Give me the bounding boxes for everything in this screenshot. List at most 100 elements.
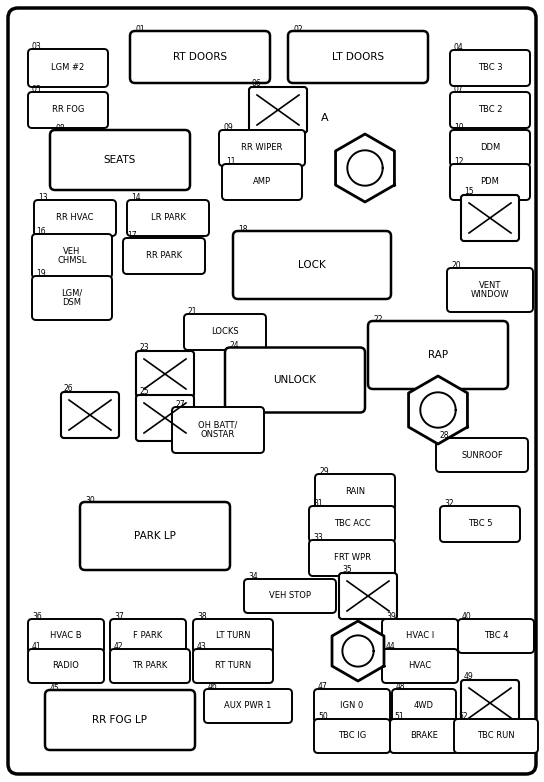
Text: HVAC B: HVAC B bbox=[50, 632, 82, 640]
FancyBboxPatch shape bbox=[440, 506, 520, 542]
FancyBboxPatch shape bbox=[28, 649, 104, 683]
Text: 25: 25 bbox=[139, 387, 149, 396]
Text: 34: 34 bbox=[248, 572, 258, 581]
FancyBboxPatch shape bbox=[193, 649, 273, 683]
Text: 52: 52 bbox=[458, 712, 468, 721]
FancyBboxPatch shape bbox=[314, 719, 390, 753]
FancyBboxPatch shape bbox=[244, 579, 336, 613]
Text: 32: 32 bbox=[444, 499, 454, 508]
FancyBboxPatch shape bbox=[136, 395, 194, 441]
Text: BRAKE: BRAKE bbox=[410, 731, 438, 741]
Text: 11: 11 bbox=[226, 157, 236, 166]
Text: 02: 02 bbox=[293, 25, 302, 34]
FancyBboxPatch shape bbox=[28, 92, 108, 128]
FancyBboxPatch shape bbox=[447, 268, 533, 312]
Text: 22: 22 bbox=[373, 315, 382, 324]
Text: 05: 05 bbox=[32, 85, 42, 94]
FancyBboxPatch shape bbox=[172, 407, 264, 453]
Text: LR PARK: LR PARK bbox=[151, 213, 186, 223]
FancyBboxPatch shape bbox=[461, 680, 519, 726]
Text: 49: 49 bbox=[464, 672, 474, 681]
Text: LGM/
DSM: LGM/ DSM bbox=[61, 289, 83, 307]
Text: TBC RUN: TBC RUN bbox=[477, 731, 515, 741]
FancyBboxPatch shape bbox=[233, 231, 391, 299]
Text: 03: 03 bbox=[32, 42, 42, 51]
Text: 15: 15 bbox=[464, 187, 474, 196]
Text: TBC IG: TBC IG bbox=[338, 731, 366, 741]
Text: 31: 31 bbox=[313, 499, 323, 508]
Text: TBC 4: TBC 4 bbox=[484, 632, 508, 640]
FancyBboxPatch shape bbox=[450, 130, 530, 166]
Text: 29: 29 bbox=[319, 467, 329, 476]
FancyBboxPatch shape bbox=[368, 321, 508, 389]
Text: FRT WPR: FRT WPR bbox=[333, 554, 370, 562]
Text: TR PARK: TR PARK bbox=[132, 662, 168, 670]
Text: AUX PWR 1: AUX PWR 1 bbox=[224, 701, 271, 711]
Text: SUNROOF: SUNROOF bbox=[461, 450, 503, 460]
Text: DDM: DDM bbox=[480, 144, 500, 152]
Text: LOCK: LOCK bbox=[298, 260, 326, 270]
Text: PARK LP: PARK LP bbox=[134, 531, 176, 541]
Text: 21: 21 bbox=[188, 307, 197, 316]
FancyBboxPatch shape bbox=[32, 234, 112, 278]
FancyBboxPatch shape bbox=[8, 8, 536, 774]
FancyBboxPatch shape bbox=[28, 619, 104, 653]
FancyBboxPatch shape bbox=[309, 540, 395, 576]
FancyBboxPatch shape bbox=[392, 689, 456, 723]
Text: VENT
WINDOW: VENT WINDOW bbox=[471, 281, 509, 300]
Text: 24: 24 bbox=[230, 342, 239, 350]
Text: 14: 14 bbox=[131, 193, 141, 202]
FancyBboxPatch shape bbox=[390, 719, 458, 753]
Text: 50: 50 bbox=[318, 712, 327, 721]
Text: 27: 27 bbox=[176, 400, 186, 409]
Text: VEH STOP: VEH STOP bbox=[269, 591, 311, 601]
Text: LT TURN: LT TURN bbox=[216, 632, 250, 640]
Text: UNLOCK: UNLOCK bbox=[274, 375, 317, 385]
Text: OH BATT/
ONSTAR: OH BATT/ ONSTAR bbox=[199, 421, 238, 439]
Text: F PARK: F PARK bbox=[133, 632, 163, 640]
FancyBboxPatch shape bbox=[450, 92, 530, 128]
Text: 04: 04 bbox=[454, 43, 463, 52]
Text: PDM: PDM bbox=[480, 178, 499, 186]
Text: 16: 16 bbox=[36, 227, 46, 236]
Text: RR FOG: RR FOG bbox=[52, 106, 84, 114]
Text: 23: 23 bbox=[139, 343, 149, 352]
Text: AMP: AMP bbox=[253, 178, 271, 186]
Text: 39: 39 bbox=[386, 612, 395, 621]
Text: IGN 0: IGN 0 bbox=[341, 701, 363, 711]
Text: 42: 42 bbox=[114, 642, 123, 651]
Text: 09: 09 bbox=[223, 123, 233, 132]
FancyBboxPatch shape bbox=[450, 164, 530, 200]
Text: 17: 17 bbox=[127, 231, 137, 240]
Text: RR HVAC: RR HVAC bbox=[56, 213, 94, 223]
Text: 08: 08 bbox=[55, 124, 65, 133]
FancyBboxPatch shape bbox=[136, 351, 194, 397]
FancyBboxPatch shape bbox=[50, 130, 190, 190]
FancyBboxPatch shape bbox=[193, 619, 273, 653]
Text: 47: 47 bbox=[318, 682, 327, 691]
Text: A: A bbox=[321, 113, 329, 123]
Text: 33: 33 bbox=[313, 533, 323, 542]
FancyBboxPatch shape bbox=[130, 31, 270, 83]
Text: 12: 12 bbox=[454, 157, 463, 166]
Text: 36: 36 bbox=[32, 612, 42, 621]
Text: LGM #2: LGM #2 bbox=[51, 63, 85, 73]
Text: LOCKS: LOCKS bbox=[211, 328, 239, 336]
Text: 28: 28 bbox=[440, 431, 449, 440]
Text: 43: 43 bbox=[197, 642, 207, 651]
FancyBboxPatch shape bbox=[249, 87, 307, 133]
Text: 46: 46 bbox=[208, 682, 218, 691]
FancyBboxPatch shape bbox=[61, 392, 119, 438]
Text: 45: 45 bbox=[50, 684, 60, 693]
Text: RAIN: RAIN bbox=[345, 487, 365, 497]
FancyBboxPatch shape bbox=[382, 649, 458, 683]
FancyBboxPatch shape bbox=[314, 689, 390, 723]
Text: 44: 44 bbox=[386, 642, 395, 651]
Text: 30: 30 bbox=[85, 496, 95, 505]
Text: SEATS: SEATS bbox=[104, 155, 136, 165]
FancyBboxPatch shape bbox=[382, 619, 458, 653]
Text: HVAC: HVAC bbox=[409, 662, 431, 670]
Text: 51: 51 bbox=[394, 712, 404, 721]
Text: RR FOG LP: RR FOG LP bbox=[92, 715, 147, 725]
FancyBboxPatch shape bbox=[339, 573, 397, 619]
